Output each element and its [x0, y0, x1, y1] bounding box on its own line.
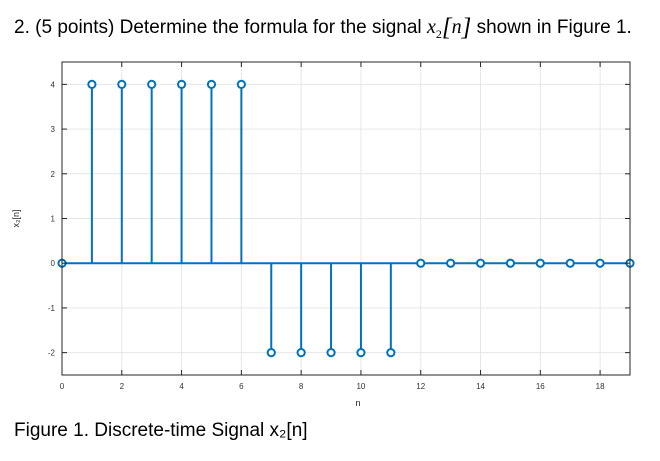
stem-marker [147, 79, 157, 89]
question-text: 2. (5 points) Determine the formula for … [14, 14, 632, 42]
stem-marker [296, 348, 306, 358]
x-tick-label: 8 [299, 382, 304, 391]
x-tick-label: 2 [120, 382, 125, 391]
stem-marker [475, 258, 486, 268]
y-tick-label: 3 [51, 125, 56, 134]
stem-marker [446, 258, 456, 268]
x-tick-label: 16 [536, 382, 545, 391]
stem-marker [326, 348, 336, 358]
stem-marker [87, 79, 97, 89]
x-tick-label: 10 [356, 382, 365, 391]
y-tick-label: 0 [51, 259, 56, 268]
y-tick-label: 2 [51, 170, 56, 179]
signal-index: n [451, 16, 462, 38]
x-tick-label: 14 [476, 382, 485, 391]
x-tick-label: 12 [416, 382, 425, 391]
question-number: 2. [14, 17, 30, 38]
stem-marker [176, 79, 187, 89]
y-tick-label: -1 [48, 304, 56, 313]
signal-name: x [426, 16, 436, 38]
stem-marker [565, 258, 575, 268]
x-tick-label: 4 [179, 382, 184, 391]
y-tick-label: -2 [48, 349, 56, 358]
stem-marker [206, 79, 217, 89]
x-tick-label: 0 [60, 382, 65, 391]
stem-marker [505, 258, 516, 268]
stem-marker [535, 258, 545, 268]
x-tick-label: 18 [596, 382, 605, 391]
y-tick-label: 4 [51, 80, 56, 89]
stem-marker [386, 348, 396, 358]
stem-marker [236, 79, 246, 89]
x-tick-label: 6 [239, 382, 244, 391]
stem-marker [117, 79, 127, 89]
figure-caption: Figure 1. Discrete-time Signal x₂[n] [14, 420, 308, 441]
y-tick-label: 1 [51, 215, 56, 224]
stem-marker [595, 258, 605, 268]
signal-subscript: 2 [435, 27, 442, 41]
signal-symbol: x2[n] [426, 14, 472, 41]
stem-marker [416, 258, 426, 268]
stem-marker [356, 348, 366, 358]
question-text-after: shown in Figure 1. [476, 17, 632, 38]
question-text-before: Determine the formula for the signal [119, 17, 422, 38]
y-axis-label: x₂[n] [11, 210, 21, 228]
stem-marker [266, 348, 276, 358]
x-axis-label: n [355, 398, 360, 408]
question-points: (5 points) [35, 17, 115, 38]
